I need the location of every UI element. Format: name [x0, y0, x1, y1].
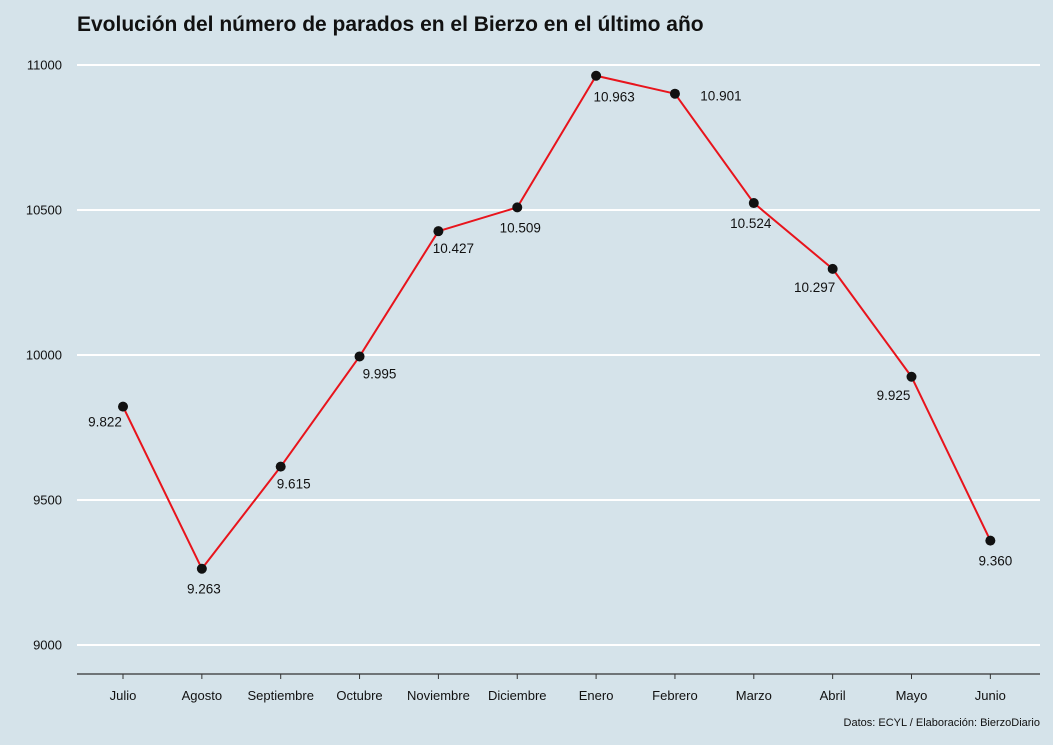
x-axis: Julio Agosto Septiembre Octubre Noviembre Dic… — [77, 673, 1040, 703]
data-point — [591, 70, 602, 81]
y-tick-label: 9500 — [33, 493, 62, 508]
data-label: 9.822 — [88, 415, 122, 430]
data-points — [118, 70, 996, 574]
y-tick-label: 10000 — [26, 348, 62, 363]
data-label: 10.297 — [794, 280, 835, 295]
data-label: 10.524 — [730, 216, 772, 231]
x-tick-label: Julio — [110, 688, 137, 703]
data-point — [275, 461, 286, 472]
data-labels: 9.822 9.263 9.615 9.995 10.427 10.509 10.963 10… — [88, 89, 1012, 597]
data-label: 9.615 — [277, 477, 311, 492]
x-tick-label: Diciembre — [488, 688, 547, 703]
data-label: 10.963 — [593, 90, 634, 105]
x-tick-label: Octubre — [336, 688, 382, 703]
y-tick-label: 11000 — [27, 58, 62, 73]
series-line-layer — [122, 74, 992, 570]
x-tick-label: Mayo — [896, 688, 928, 703]
x-tick-label: Enero — [579, 688, 614, 703]
data-label: 9.263 — [187, 582, 221, 597]
y-tick-label: 9000 — [33, 638, 62, 653]
data-point — [827, 263, 838, 274]
gridlines — [77, 64, 1040, 646]
data-point — [669, 88, 680, 99]
data-point — [433, 226, 444, 237]
source-caption: Datos: ECYL / Elaboración: BierzoDiario — [843, 717, 1040, 729]
x-tick-label: Marzo — [736, 688, 772, 703]
y-tick-label: 10500 — [26, 203, 62, 218]
x-tick-label: Abril — [820, 688, 846, 703]
x-tick-label: Noviembre — [407, 688, 470, 703]
x-tick-label: Febrero — [652, 688, 698, 703]
x-tick-label: Septiembre — [247, 688, 313, 703]
y-axis: 9000 9500 10000 10500 11000 — [26, 58, 62, 653]
data-label: 9.925 — [877, 388, 911, 403]
data-label: 10.427 — [433, 241, 474, 256]
data-point — [196, 563, 207, 574]
data-label: 10.901 — [700, 89, 741, 104]
data-label: 9.995 — [363, 366, 397, 381]
series-line — [122, 74, 992, 570]
x-tick-label: Agosto — [182, 688, 222, 703]
data-point — [748, 198, 759, 209]
x-tick-label: Junio — [975, 688, 1006, 703]
data-point — [118, 401, 128, 412]
data-point — [906, 371, 917, 382]
data-label: 10.509 — [500, 220, 541, 235]
data-point — [985, 535, 996, 546]
data-label: 9.360 — [978, 554, 1012, 569]
chart-title: Evolución del número de parados en el Bi… — [77, 13, 704, 36]
data-point — [354, 351, 365, 362]
data-point — [512, 202, 523, 213]
